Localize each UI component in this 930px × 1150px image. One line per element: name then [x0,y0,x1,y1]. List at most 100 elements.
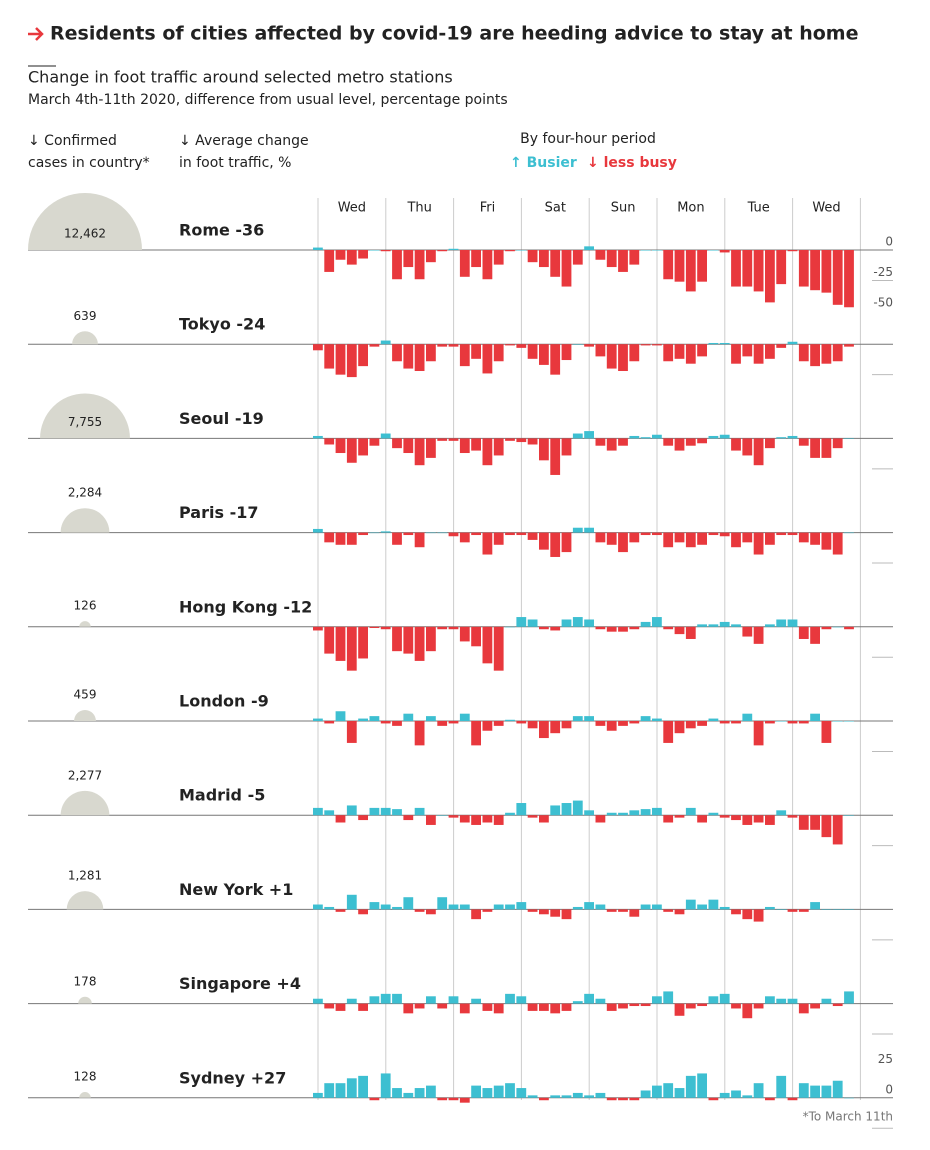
bar [313,435,323,439]
bar [776,250,787,285]
city-label: Paris -17 [179,503,258,522]
bar [471,438,481,451]
bar [527,815,538,818]
bar [618,626,628,632]
bar [618,532,628,553]
bar [414,438,425,466]
bar [414,626,425,661]
bar [324,344,335,369]
bar [572,433,583,439]
bar [561,1003,572,1011]
bar [663,721,674,743]
bar [505,812,515,816]
bar [584,902,594,910]
bar [482,1088,493,1098]
bar [459,713,470,721]
bar [652,718,662,721]
bar [358,815,368,821]
bar [798,626,809,639]
bar [505,626,515,628]
title-arrow [28,27,44,41]
bar [369,344,380,347]
bar [629,1097,640,1101]
bar [663,909,674,912]
bar [550,344,561,375]
bar [358,344,368,367]
bar [313,247,323,250]
cases-semicircle [79,621,91,627]
bar [572,250,583,265]
bar [516,532,527,536]
bar [459,815,470,823]
bar [708,1097,719,1101]
bar [719,1092,730,1098]
bar [313,1092,323,1098]
bar [539,815,549,823]
bar [313,998,323,1004]
bar [663,344,674,362]
bar [697,250,707,282]
bar [618,1003,628,1009]
bar [448,996,459,1004]
x-tick-label: Tue [747,201,770,216]
legend-title: By four-hour period [520,131,656,147]
bar [776,721,787,722]
bar [448,815,459,818]
bar [697,721,707,726]
bar [392,438,402,449]
bar [324,1003,335,1009]
bar [471,998,481,1004]
bar [335,1003,346,1011]
cases-semicircle [79,1092,91,1098]
bar [346,721,357,743]
bar [437,626,448,630]
bar [765,906,775,910]
bar [652,1085,662,1098]
bar [437,250,448,252]
bar [685,344,696,364]
bar [798,1083,809,1098]
bar [798,815,809,830]
bar [380,904,391,910]
bar [652,434,662,439]
x-tick-label: Sun [611,201,636,216]
bar [787,532,798,536]
bar [697,904,707,910]
city-label: London -9 [179,692,269,711]
bar [550,1003,561,1014]
bar [550,626,561,631]
legend-negative: ↓ less busy [587,155,677,171]
bar [595,626,606,630]
bar [685,1003,696,1009]
bar [369,532,380,534]
bar [685,899,696,910]
bar [652,904,662,910]
bar [572,617,583,627]
bar [426,344,436,362]
bar [346,805,357,816]
bar [392,344,402,362]
bar [358,250,368,259]
bar [640,250,651,251]
bar [606,812,617,816]
bar [584,993,594,1004]
cases-semicircle [28,193,142,250]
bar [652,807,662,816]
bar [505,719,515,721]
bar [663,438,674,446]
bar [527,909,538,912]
bar [335,909,346,912]
bar [719,906,730,910]
bar [459,438,470,454]
bar [832,250,843,305]
bar [493,344,504,362]
bar [674,626,685,635]
bar [482,626,493,664]
bar [629,344,640,362]
bar [550,1095,561,1098]
bar [776,619,787,627]
bar [731,909,741,915]
bar [742,909,753,920]
city-label: Singapore +4 [179,974,301,993]
bar [731,815,741,821]
